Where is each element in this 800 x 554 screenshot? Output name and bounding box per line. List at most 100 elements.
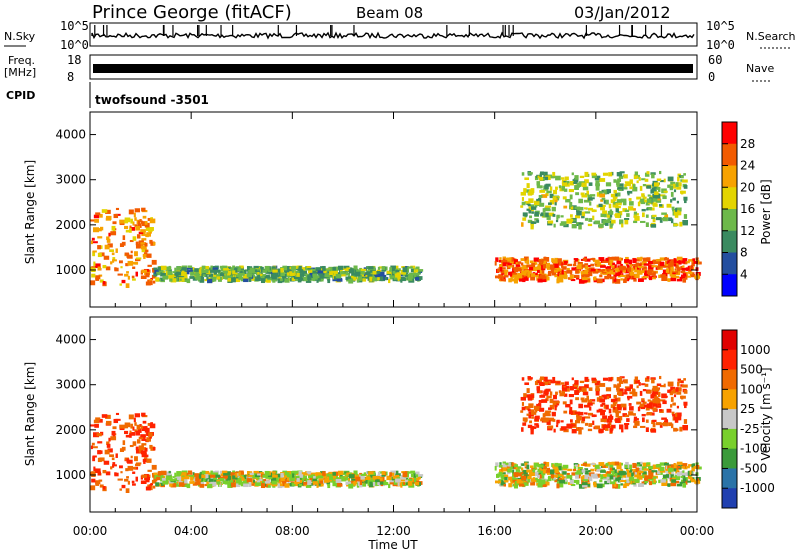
velocity-echo-cell [111, 457, 115, 461]
velocity-echo-cell [114, 472, 119, 477]
velocity-echo-cell [650, 429, 657, 433]
power-echo-cell [653, 271, 657, 274]
velocity-echo-cell [512, 479, 517, 483]
power-echo-cell [241, 272, 245, 276]
noise-left-tick-top: 10^5 [60, 19, 89, 33]
power-echo-cell [301, 272, 305, 275]
velocity-echo-cell [612, 401, 618, 404]
velocity-echo-cell [91, 442, 95, 446]
power-echo-cell [113, 259, 117, 262]
power-echo-cell [644, 178, 649, 182]
power-echo-cell [618, 265, 625, 271]
velocity-echo-cell [560, 420, 564, 423]
velocity-echo-cell [234, 483, 241, 488]
power-echo-cell [663, 264, 669, 268]
power-echo-cell [584, 171, 589, 177]
velocity-echo-cell [553, 428, 556, 433]
velocity-echo-cell [624, 473, 629, 479]
velocity-echo-cell [604, 427, 609, 431]
power-echo-cell [243, 278, 249, 283]
power-echo-cell [140, 245, 147, 250]
power-echo-cell [624, 209, 630, 213]
power-echo-cell [287, 272, 291, 276]
power-echo-cell [573, 181, 577, 184]
power-echo-cell [125, 229, 132, 233]
velocity-echo-cell [588, 469, 591, 472]
velocity-echo-cell [584, 470, 589, 475]
power-echo-cell [407, 275, 413, 281]
velocity-echo-cell [131, 480, 135, 484]
power-echo-cell [642, 196, 647, 199]
power-echo-cell [686, 261, 690, 264]
velocity-echo-cell [595, 474, 600, 478]
velocity-echo-cell [184, 479, 188, 484]
power-echo-cell [135, 241, 139, 246]
power-echo-cell [378, 266, 383, 269]
velocity-echo-cell [505, 462, 509, 465]
power-echo-cell [278, 271, 282, 274]
velocity-echo-cell [624, 482, 628, 487]
velocity-echo-cell [546, 420, 551, 425]
velocity-echo-cell [184, 482, 188, 487]
velocity-echo-cell [676, 483, 683, 487]
power-echo-cell [654, 182, 660, 187]
power-echo-cell [340, 271, 345, 275]
power-echo-cell [151, 274, 157, 279]
power-echo-cell [539, 171, 544, 176]
velocity-echo-cell [617, 383, 622, 387]
power-echo-cell [692, 258, 696, 262]
velocity-echo-cell [578, 429, 582, 435]
power-echo-cell [613, 189, 617, 194]
power-echo-cell [625, 256, 629, 261]
velocity-echo-cell [643, 404, 648, 408]
power-echo-cell [607, 210, 614, 215]
power-echo-cell [637, 201, 641, 207]
velocity-echo-cell [579, 380, 585, 384]
power-echo-cell [508, 278, 512, 283]
velocity-echo-cell [606, 418, 610, 423]
velocity-echo-cell [599, 479, 603, 483]
power-echo-cell [674, 214, 679, 218]
velocity-echo-cell [619, 376, 625, 379]
power-echo-cell [379, 274, 384, 280]
velocity-echo-cell [617, 479, 621, 483]
velocity-echo-cell [135, 476, 139, 482]
power-echo-cell [617, 178, 622, 182]
power-echo-cell [389, 275, 396, 278]
velocity-echo-cell [395, 474, 400, 478]
velocity-echo-cell [675, 468, 679, 474]
power-echo-cell [520, 262, 524, 266]
velocity-echo-cell [612, 472, 615, 476]
velocity-echo-cell [535, 477, 538, 481]
velocity-echo-cell [616, 404, 623, 409]
power-echo-cell [622, 269, 626, 273]
velocity-echo-cell [513, 483, 518, 489]
velocity-echo-cell [641, 481, 645, 484]
power-echo-cell [106, 236, 110, 240]
velocity-echo-cell [319, 479, 324, 484]
velocity-echo-cell [351, 477, 357, 483]
velocity-echo-cell [413, 474, 417, 480]
velocity-echo-cell [106, 443, 111, 448]
power-echo-cell [542, 208, 546, 213]
power-echo-cell [154, 269, 159, 274]
power-echo-cell [573, 274, 580, 279]
velocity-echo-cell [674, 480, 680, 484]
power-echo-cell [528, 198, 534, 204]
noise-right-label: N.Search [746, 30, 796, 43]
power-echo-cell [635, 259, 640, 262]
power-echo-cell [667, 184, 671, 188]
power-echo-cell [680, 175, 684, 179]
velocity-echo-cell [144, 426, 148, 430]
power-echo-cell [282, 265, 288, 271]
velocity-echo-cell [574, 464, 578, 467]
power-echo-cell [355, 271, 361, 277]
velocity-echo-cell [147, 432, 153, 437]
power-echo-cell [582, 277, 588, 281]
power-echo-cell [557, 272, 561, 277]
power-echo-cell [646, 171, 650, 175]
power-echo-cell [563, 260, 568, 264]
velocity-echo-cell [646, 403, 652, 409]
velocity-echo-cell [618, 380, 624, 384]
velocity-echo-cell [582, 482, 588, 486]
